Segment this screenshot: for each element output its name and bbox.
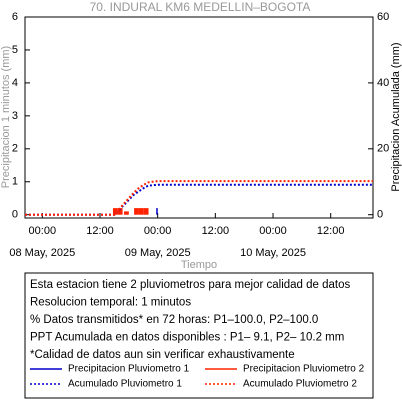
x-date-label: 10 May, 2025 (240, 247, 306, 259)
note-line: *Calidad de datos aun sin verificar exha… (30, 349, 295, 361)
x-tick-label: 12:00 (86, 225, 114, 237)
legend-label: Precipitacion Pluviometro 1 (68, 364, 190, 375)
note-line: Esta estacion tiene 2 pluviometros para … (30, 279, 351, 291)
precip-bar (112, 208, 118, 215)
precip-bar (138, 208, 144, 215)
x-tick-label: 12:00 (202, 225, 230, 237)
legend-box (24, 272, 374, 399)
y-tick-label: 0 (12, 209, 18, 221)
y-tick-label: 2 (12, 143, 18, 155)
plot-frame (24, 16, 374, 219)
legend-label: Acumulado Pluviometro 2 (243, 379, 357, 390)
note-line: % Datos transmitidos* en 72 horas: P1–10… (30, 314, 318, 326)
x-tick-label: 00:00 (259, 225, 287, 237)
x-tick-label: 12:00 (317, 225, 345, 237)
cumulative-line (25, 180, 373, 216)
x-tick-label: 00:00 (29, 225, 57, 237)
note-line: PPT Acumulada en datos disponibles : P1–… (30, 332, 344, 344)
y-tick-label: 5 (12, 44, 18, 56)
precip-bar (117, 208, 123, 215)
x-date-label: 08 May, 2025 (9, 247, 75, 259)
y2-tick-label: 0 (377, 209, 383, 221)
y2-tick-label: 20 (377, 143, 389, 155)
x-date-label: 09 May, 2025 (125, 247, 191, 259)
note-line: Resolucion temporal: 1 minutos (30, 297, 191, 309)
precip-bar (124, 211, 129, 215)
x-axis-label: Tiempo (181, 259, 217, 271)
y-tick-label: 1 (12, 176, 18, 188)
y-tick-label: 6 (12, 11, 18, 23)
precip-bar (143, 208, 149, 215)
y-tick-label: 3 (12, 110, 18, 122)
y2-tick-label: 60 (377, 11, 389, 23)
legend-label: Precipitacion Pluviometro 2 (243, 364, 365, 375)
chart-title: 70. INDURAL KM6 MEDELLIN–BOGOTA (90, 0, 311, 14)
legend-label: Acumulado Pluviometro 1 (68, 379, 182, 390)
y-axis-label: Precipitacion 1 minutos (mm) (0, 46, 12, 188)
precip-bar (134, 208, 139, 215)
y-tick-label: 4 (12, 77, 18, 89)
y2-tick-label: 40 (377, 77, 389, 89)
precip-bar (156, 208, 158, 215)
x-tick-label: 00:00 (144, 225, 172, 237)
cumulative-line (25, 183, 373, 216)
y2-axis-label: Precipitacion Acumulada (mm) (390, 42, 402, 191)
